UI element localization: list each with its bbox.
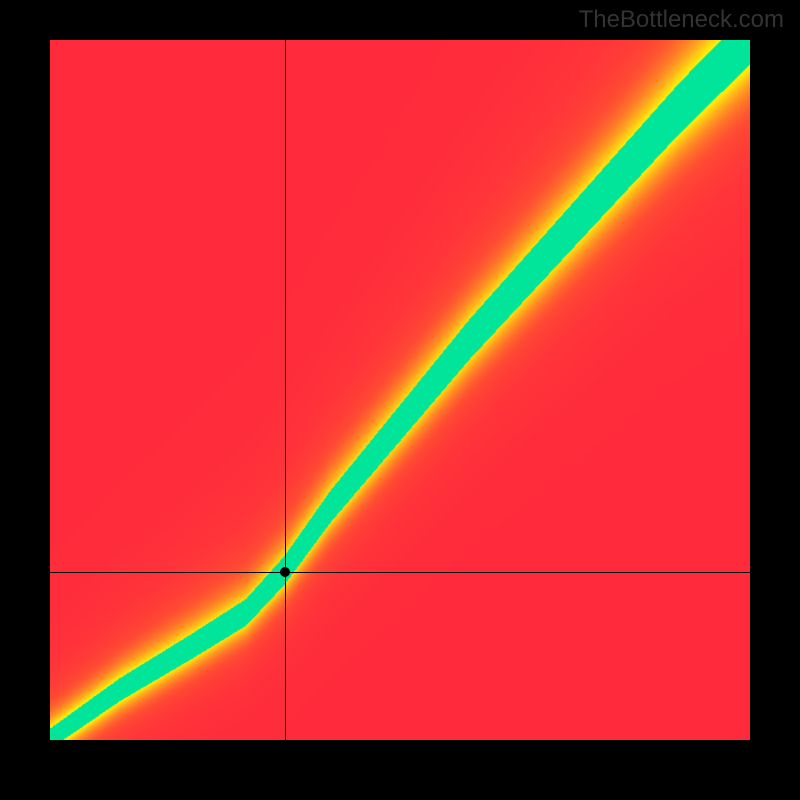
crosshair-horizontal [50, 572, 750, 573]
heatmap-plot [50, 40, 750, 740]
watermark-text: TheBottleneck.com [579, 6, 784, 34]
data-point-marker [280, 567, 290, 577]
chart-container: TheBottleneck.com [0, 0, 800, 800]
heatmap-canvas [50, 40, 750, 740]
crosshair-vertical [285, 40, 286, 740]
